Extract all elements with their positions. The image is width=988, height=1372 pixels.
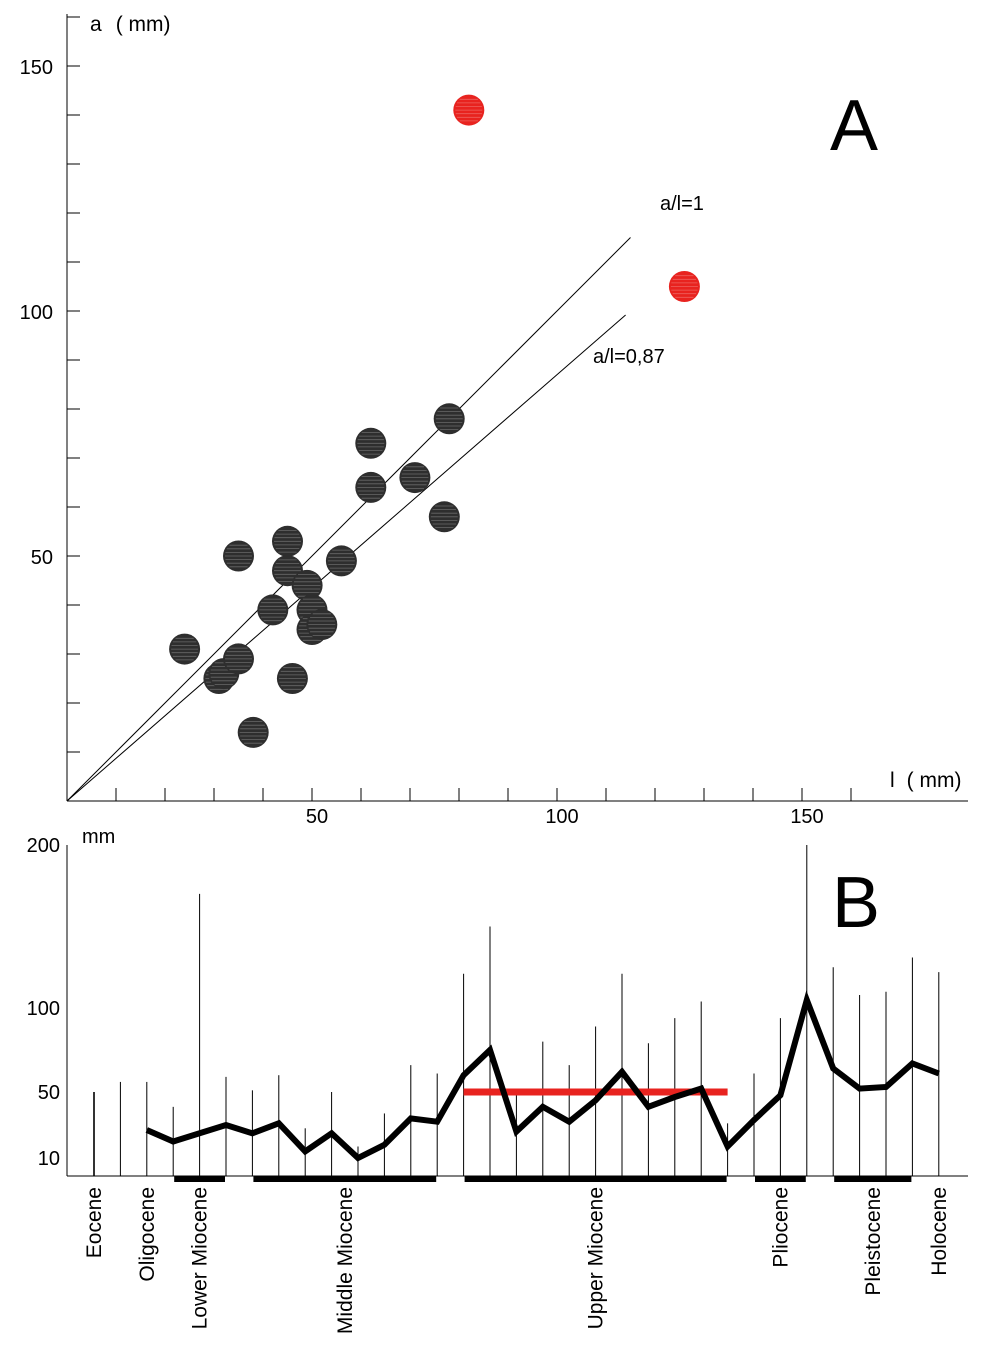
y-tick-label: 50 [31,547,53,569]
data-point [276,663,308,694]
y-tick-label: 50 [38,1082,60,1104]
panel-a-reference-lines [66,237,631,802]
epoch-label-group: Eocene [83,1187,106,1258]
data-point [453,94,485,126]
epoch-label-group: Pleistocene [862,1187,885,1296]
data-point [306,609,338,641]
data-point [257,594,289,626]
ref-line-label-a-l-087: a/l=0,87 [593,346,665,368]
epoch-label: Oligocene [136,1187,159,1282]
panel-b-epoch-labels: Eocene Oligocene Lower Miocene Middle Mioce… [83,1187,951,1334]
y-tick-label: 200 [27,835,60,857]
epoch-label: Lower Miocene [189,1187,212,1329]
data-point [428,501,460,533]
y-tick-label: 10 [38,1148,60,1170]
data-point [291,569,323,601]
data-point [223,643,254,675]
epoch-label: Pliocene [769,1187,792,1268]
panel-b-y-ticks: 10 50 100 200 [27,835,60,1170]
data-point [355,427,387,459]
panel-a-y-axis-label: a( mm) [90,13,171,36]
epoch-label: Eocene [83,1187,106,1258]
epoch-label: Middle Miocene [334,1187,357,1334]
x-tick-label: 100 [545,806,578,828]
epoch-label-group: Lower Miocene [189,1187,212,1329]
epoch-label-group: Middle Miocene [334,1187,357,1334]
data-point [433,403,465,435]
reference-line [66,237,631,802]
x-tick-label: 50 [306,806,328,828]
panel-b-label: B [832,863,880,943]
panel-a-ticks: 50 100 150 50 100 150 [20,16,852,828]
data-point [668,271,700,302]
y-tick-label: 150 [20,57,53,79]
data-point [272,525,303,557]
epoch-label-group: Upper Miocene [585,1187,608,1329]
panel-a-x-axis-label: l( mm) [890,769,961,792]
data-point [169,633,201,665]
panel-a-scatter-plot: 50 100 150 50 100 150 a( mm) l( mm) A a/l=1 a… [20,13,968,828]
panel-b-y-unit-label: mm [82,826,115,848]
epoch-label: Pleistocene [862,1187,885,1296]
panel-b-series-line [145,990,940,1162]
data-point [399,462,431,494]
data-point [223,540,254,572]
epoch-label-group: Holocene [928,1187,951,1276]
data-point [325,545,357,577]
series-line [145,990,940,1162]
x-tick-label: 150 [790,806,823,828]
data-point [355,471,387,503]
y-tick-label: 100 [20,302,53,324]
ref-line-label-a-l-1: a/l=1 [660,193,704,215]
epoch-label-group: Oligocene [136,1187,159,1282]
epoch-label-group: Pliocene [769,1187,792,1268]
panel-a-label: A [830,86,878,166]
epoch-label: Upper Miocene [585,1187,608,1329]
y-tick-label: 100 [27,998,60,1020]
panel-b-line-chart: 10 50 100 200 Eocene Oligocene Lower Miocene M… [27,826,968,1334]
data-point [237,716,269,748]
epoch-label: Holocene [928,1187,951,1276]
panel-a-data-points [169,94,700,748]
